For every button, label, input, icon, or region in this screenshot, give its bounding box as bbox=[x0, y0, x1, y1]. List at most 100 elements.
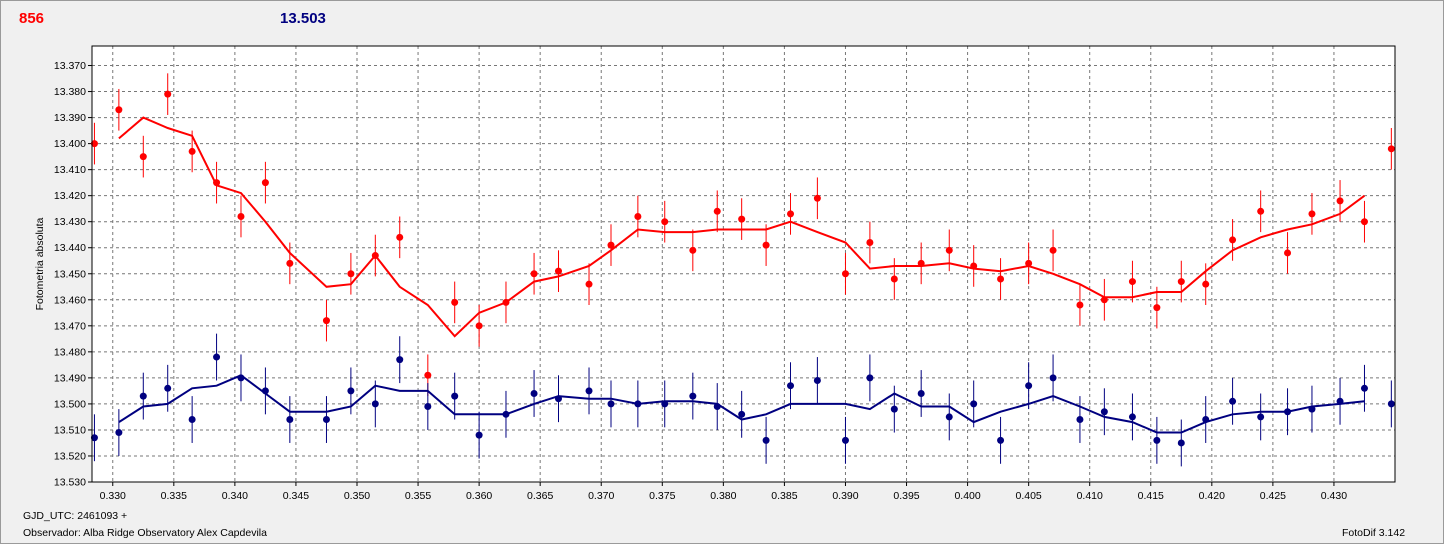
red-series-point bbox=[945, 246, 953, 254]
red-series-point bbox=[689, 246, 697, 254]
red-series-point bbox=[607, 241, 615, 249]
red-series-point bbox=[371, 252, 379, 260]
red-series-point bbox=[424, 371, 432, 379]
red-series-point bbox=[164, 90, 172, 98]
red-series-point bbox=[866, 239, 874, 247]
blue-series-point bbox=[917, 389, 925, 397]
blue-series-point bbox=[1202, 416, 1210, 424]
blue-series-point bbox=[813, 376, 821, 384]
blue-series-point bbox=[424, 403, 432, 411]
y-tick-label: 13.500 bbox=[54, 398, 86, 410]
blue-series-point bbox=[530, 389, 538, 397]
blue-series-point bbox=[689, 392, 697, 400]
blue-series-point bbox=[322, 416, 330, 424]
red-series-point bbox=[1308, 210, 1316, 218]
x-tick-label: 0.380 bbox=[710, 490, 736, 502]
y-tick-label: 13.380 bbox=[54, 86, 86, 98]
blue-series-point bbox=[634, 400, 642, 408]
y-tick-label: 13.520 bbox=[54, 450, 86, 462]
red-series-point bbox=[1076, 301, 1084, 309]
header-magnitude-value: 13.503 bbox=[280, 10, 326, 27]
y-tick-label: 13.510 bbox=[54, 424, 86, 436]
red-series-point bbox=[1229, 236, 1237, 244]
blue-series-point bbox=[115, 429, 123, 437]
blue-series-point bbox=[396, 356, 404, 364]
x-tick-label: 0.425 bbox=[1260, 490, 1286, 502]
red-series-point bbox=[261, 179, 269, 187]
x-tick-label: 0.395 bbox=[893, 490, 919, 502]
blue-series-point bbox=[607, 400, 615, 408]
blue-series-point bbox=[787, 382, 795, 390]
x-tick-label: 0.390 bbox=[832, 490, 858, 502]
red-series-point bbox=[1360, 218, 1368, 226]
software-version-label: FotoDif 3.142 bbox=[1342, 527, 1406, 539]
y-tick-label: 13.410 bbox=[54, 164, 86, 176]
x-tick-label: 0.370 bbox=[588, 490, 614, 502]
y-tick-label: 13.440 bbox=[54, 242, 86, 254]
x-tick-label: 0.430 bbox=[1321, 490, 1347, 502]
red-series-point bbox=[188, 147, 196, 155]
blue-series-point bbox=[1153, 436, 1161, 444]
red-series-point bbox=[396, 233, 404, 241]
y-tick-label: 13.530 bbox=[54, 477, 86, 489]
y-tick-label: 13.370 bbox=[54, 60, 86, 72]
x-tick-label: 0.375 bbox=[649, 490, 675, 502]
red-series-point bbox=[813, 194, 821, 202]
red-series-point bbox=[502, 298, 510, 306]
blue-series-point bbox=[866, 374, 874, 382]
y-tick-label: 13.400 bbox=[54, 138, 86, 150]
x-tick-label: 0.365 bbox=[527, 490, 553, 502]
red-series-point bbox=[1100, 296, 1108, 304]
blue-series-point bbox=[585, 387, 593, 395]
red-series-point bbox=[917, 259, 925, 267]
red-series-point bbox=[787, 210, 795, 218]
red-series-point bbox=[322, 317, 330, 325]
x-tick-label: 0.350 bbox=[344, 490, 370, 502]
blue-series-point bbox=[1284, 408, 1292, 416]
blue-series-point bbox=[347, 387, 355, 395]
red-series-point bbox=[634, 212, 642, 220]
y-tick-label: 13.480 bbox=[54, 346, 86, 358]
x-tick-label: 0.330 bbox=[100, 490, 126, 502]
blue-series-point bbox=[451, 392, 459, 400]
red-series-point bbox=[661, 218, 669, 226]
red-series-point bbox=[890, 275, 898, 283]
blue-series-point bbox=[1076, 416, 1084, 424]
red-series-point bbox=[1202, 280, 1210, 288]
y-tick-label: 13.460 bbox=[54, 294, 86, 306]
x-tick-label: 0.360 bbox=[466, 490, 492, 502]
y-axis-label: Fotometria absoluta bbox=[34, 217, 46, 310]
x-tick-label: 0.405 bbox=[1016, 490, 1042, 502]
blue-series-point bbox=[1100, 408, 1108, 416]
blue-series-point bbox=[371, 400, 379, 408]
x-tick-label: 0.400 bbox=[954, 490, 980, 502]
red-series-point bbox=[90, 140, 98, 148]
red-series-point bbox=[1128, 278, 1136, 286]
x-tick-label: 0.385 bbox=[771, 490, 797, 502]
x-tick-label: 0.345 bbox=[283, 490, 309, 502]
red-series-point bbox=[1025, 259, 1033, 267]
blue-series-point bbox=[1049, 374, 1057, 382]
x-tick-label: 0.355 bbox=[405, 490, 431, 502]
red-series-point bbox=[738, 215, 746, 223]
red-series-point bbox=[713, 207, 721, 215]
blue-series-point bbox=[1308, 405, 1316, 413]
red-series-point bbox=[1387, 145, 1395, 153]
blue-series-point bbox=[164, 384, 172, 392]
blue-series-point bbox=[554, 395, 562, 403]
blue-series-point bbox=[1336, 397, 1344, 405]
blue-series-point bbox=[890, 405, 898, 413]
header-count-value: 856 bbox=[19, 10, 45, 27]
red-series-point bbox=[841, 270, 849, 278]
red-series-point bbox=[1153, 304, 1161, 312]
blue-series-point bbox=[841, 436, 849, 444]
blue-series-point bbox=[1177, 439, 1185, 447]
x-tick-label: 0.415 bbox=[1138, 490, 1164, 502]
red-series-point bbox=[1049, 246, 1057, 254]
blue-series-point bbox=[1360, 384, 1368, 392]
blue-series-point bbox=[213, 353, 221, 361]
blue-series-point bbox=[997, 436, 1005, 444]
blue-series-point bbox=[1257, 413, 1265, 421]
y-tick-label: 13.470 bbox=[54, 320, 86, 332]
y-tick-label: 13.390 bbox=[54, 112, 86, 124]
